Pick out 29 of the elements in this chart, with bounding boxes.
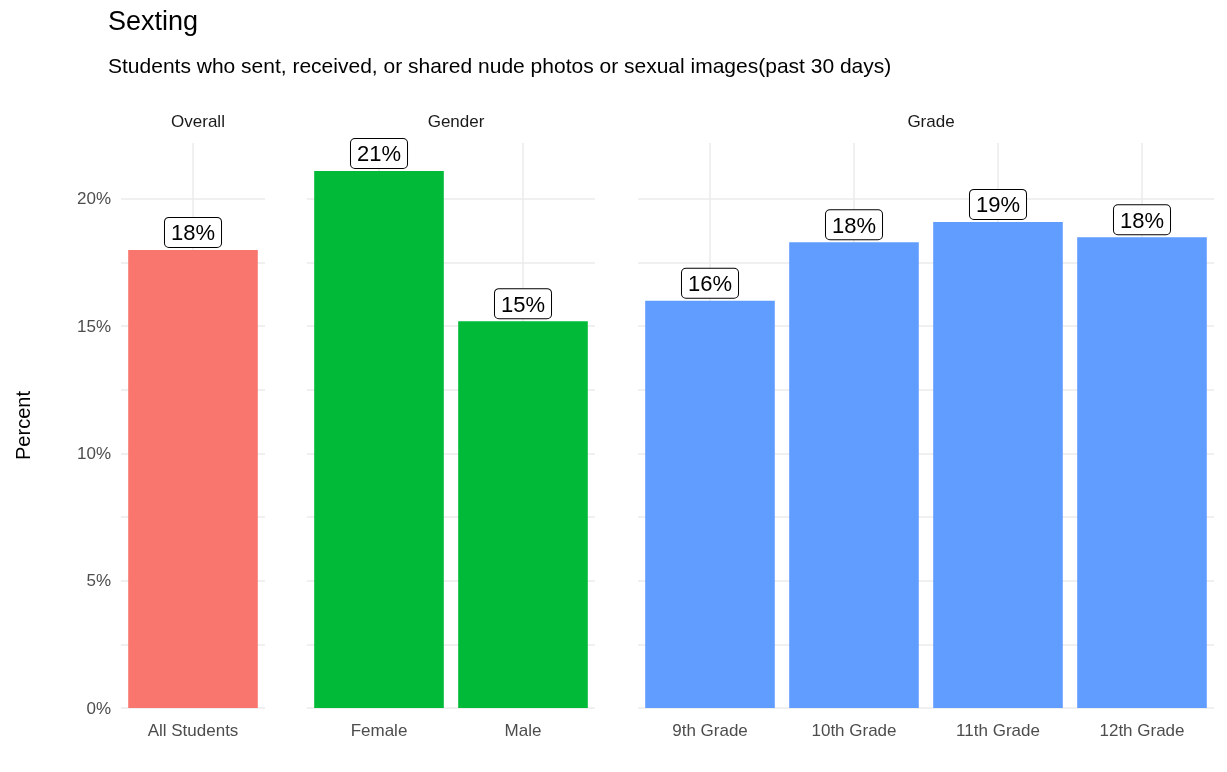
bar (933, 221, 1063, 708)
x-tick-label: 9th Grade (672, 721, 748, 740)
data-label: 21% (356, 141, 402, 167)
x-tick-label: 11th Grade (956, 721, 1040, 740)
bar (1077, 237, 1207, 708)
x-tick-label: 12th Grade (1099, 721, 1185, 740)
text: Gender (427, 112, 485, 131)
y-tick-label: 15% (76, 316, 111, 336)
data-label: 15% (500, 291, 546, 317)
text: Overall (171, 112, 225, 131)
data-label: 18% (170, 220, 216, 246)
x-tick-label: Female (350, 721, 408, 740)
bar (789, 242, 919, 708)
y-tick-label: 20% (76, 189, 111, 209)
y-tick-label: 10% (76, 444, 111, 463)
data-label: 16% (687, 271, 733, 297)
chart-title: Sexting (108, 6, 199, 37)
x-tick-label: Male (504, 721, 542, 740)
y-tick-label: 0% (86, 698, 111, 718)
text: Students who sent, received, or shared nude photos or sexual images(past 30 days) (108, 54, 892, 78)
x-tick-label: All Students (147, 721, 239, 740)
y-axis-title: Percent (12, 390, 34, 460)
text: Grade (907, 112, 955, 131)
data-label: 18% (831, 212, 877, 238)
x-tick-label: 10th Grade (811, 721, 897, 740)
bar (645, 300, 775, 708)
y-tick-label: 5% (86, 571, 111, 591)
data-label: 19% (975, 192, 1021, 218)
data-label: 18% (1119, 207, 1165, 233)
